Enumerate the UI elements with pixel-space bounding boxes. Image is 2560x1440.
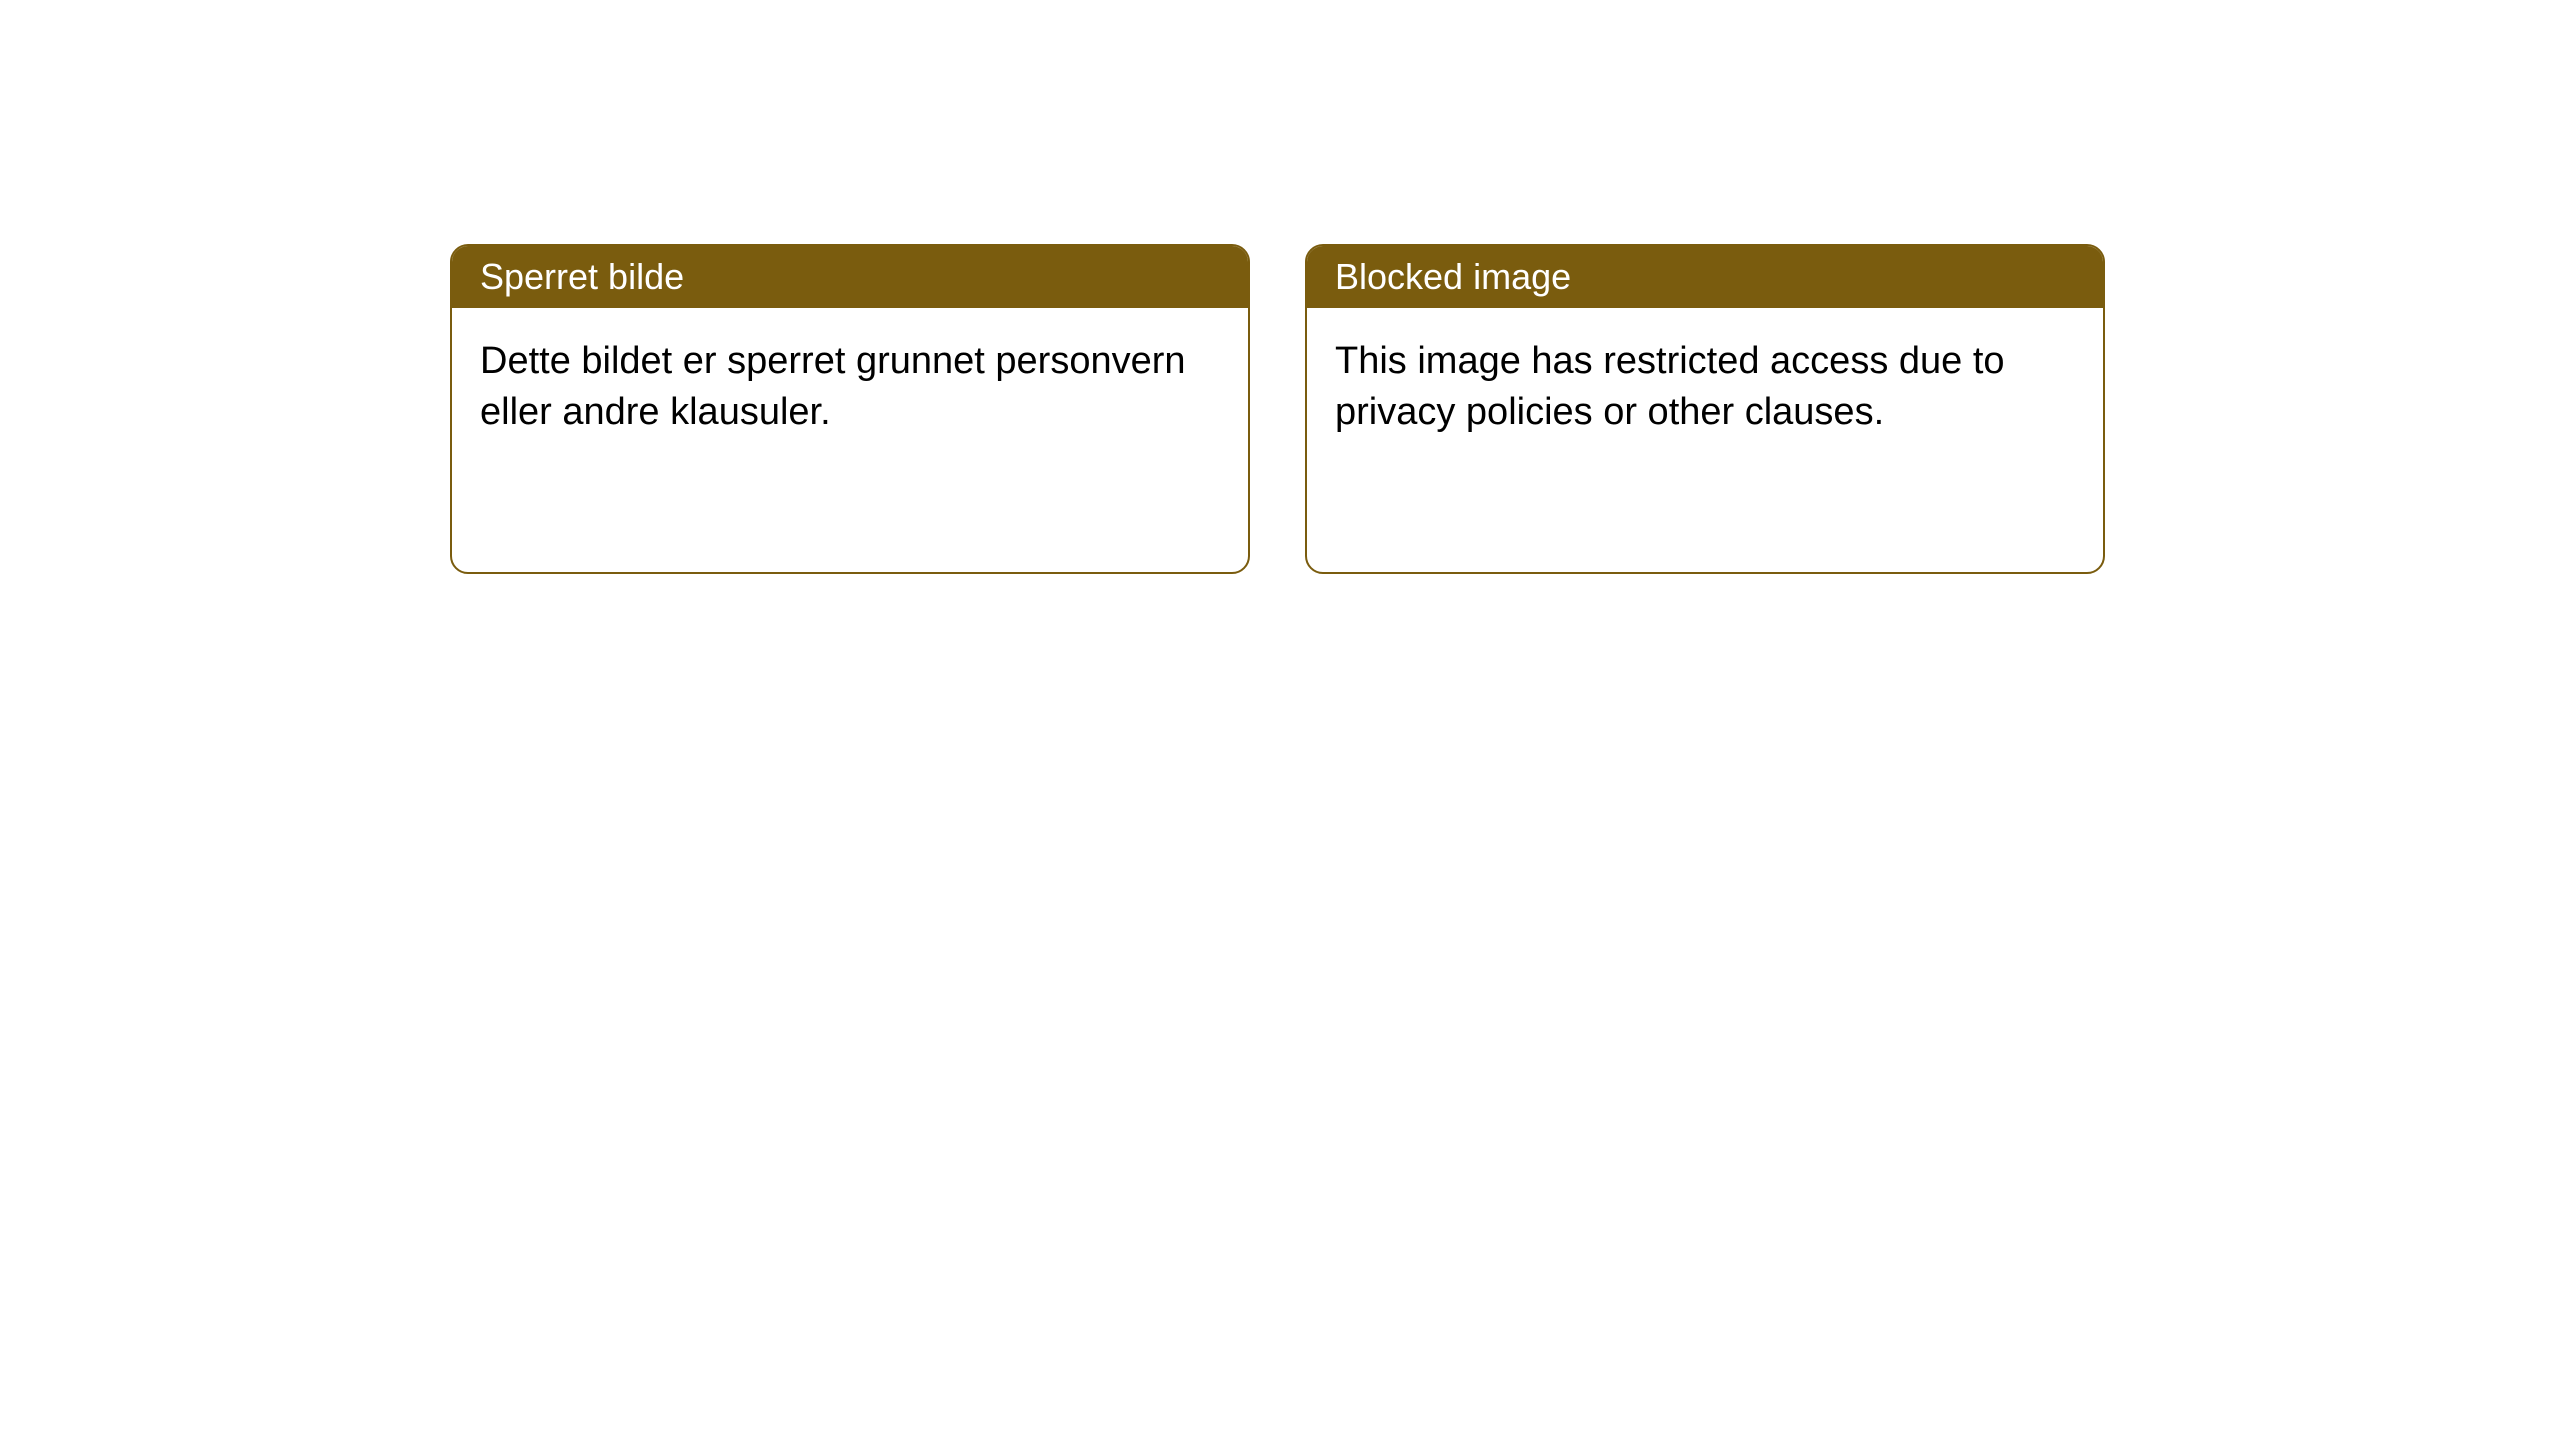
notice-container: Sperret bilde Dette bildet er sperret gr…: [0, 0, 2560, 574]
notice-body: Dette bildet er sperret grunnet personve…: [452, 308, 1248, 467]
notice-title: Sperret bilde: [480, 256, 684, 297]
notice-title: Blocked image: [1335, 256, 1571, 297]
notice-text: This image has restricted access due to …: [1335, 340, 2005, 433]
notice-box-english: Blocked image This image has restricted …: [1305, 244, 2105, 574]
notice-body: This image has restricted access due to …: [1307, 308, 2103, 467]
notice-text: Dette bildet er sperret grunnet personve…: [480, 340, 1186, 433]
notice-header: Blocked image: [1307, 246, 2103, 308]
notice-box-norwegian: Sperret bilde Dette bildet er sperret gr…: [450, 244, 1250, 574]
notice-header: Sperret bilde: [452, 246, 1248, 308]
